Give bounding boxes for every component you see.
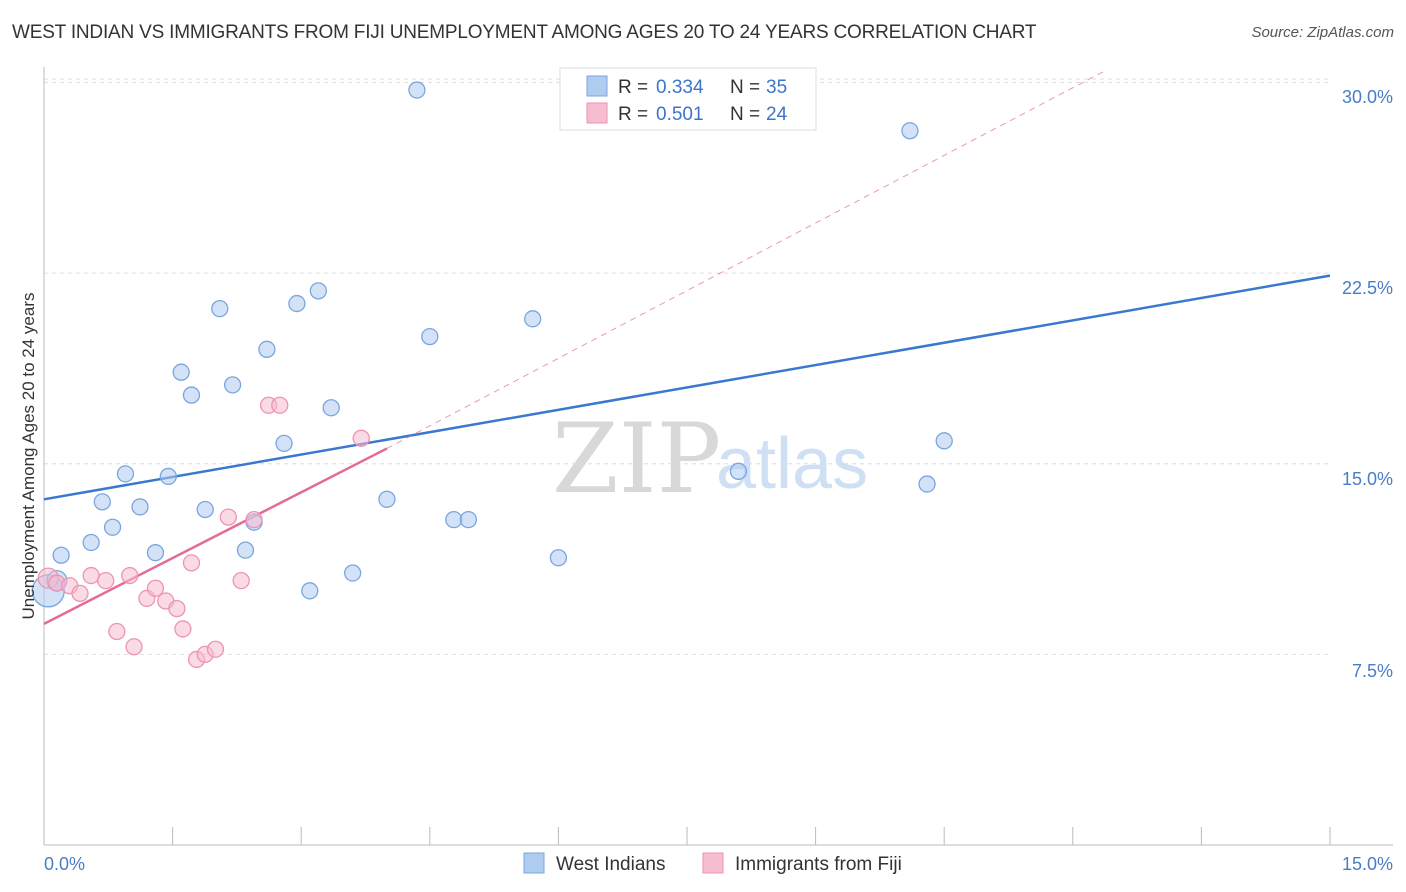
legend-n-label-west-indians: N = (730, 77, 760, 98)
point-west-indians-16 (258, 340, 276, 358)
point-fiji-13 (174, 620, 192, 638)
legend-swatch-west-indians (586, 75, 608, 97)
point-west-indians-32 (918, 475, 936, 493)
point-west-indians-31 (901, 122, 919, 140)
point-west-indians-13 (223, 376, 242, 394)
point-fiji-12 (168, 599, 186, 618)
point-west-indians-11 (196, 500, 214, 519)
point-fiji-3 (71, 584, 89, 602)
axis-layer (43, 67, 1393, 846)
y-tick-label-7-5: 7.5% (1352, 661, 1393, 681)
point-west-indians-22 (343, 564, 362, 582)
point-fiji-6 (108, 622, 126, 641)
point-fiji-14 (182, 554, 201, 572)
point-west-indians-7 (146, 544, 165, 562)
point-west-indians-12 (211, 300, 229, 318)
point-fiji-19 (232, 571, 250, 590)
point-west-indians-29 (549, 549, 568, 567)
chart-source: Source: ZipAtlas.com (1251, 24, 1394, 41)
point-west-indians-5 (116, 465, 135, 483)
point-fiji-22 (271, 396, 289, 414)
point-fiji-8 (125, 638, 143, 656)
trend-layer (43, 69, 1331, 625)
point-fiji-23 (352, 429, 370, 447)
point-west-indians-28 (524, 310, 542, 328)
point-west-indians-18 (288, 294, 306, 313)
y-tick-label-30-0: 30.0% (1342, 87, 1393, 107)
point-fiji-18 (219, 508, 237, 526)
point-west-indians-2 (82, 533, 100, 552)
legend-r-label-west-indians: R = (618, 77, 648, 98)
point-west-indians-10 (182, 386, 201, 404)
point-west-indians-20 (309, 282, 327, 300)
point-fiji-17 (206, 640, 225, 658)
point-west-indians-8 (159, 467, 177, 486)
point-west-indians-6 (131, 498, 149, 516)
point-fiji-7 (121, 566, 139, 585)
trend-line-fiji (43, 447, 388, 625)
point-west-indians-23 (378, 490, 396, 508)
points-layer (31, 81, 953, 669)
point-west-indians-24 (408, 81, 426, 99)
bottom-legend-label-west-indians: West Indians (556, 854, 665, 875)
legend-r-value-fiji: 0.501 (656, 104, 704, 125)
legend-swatch-fiji (586, 102, 608, 124)
legend-n-value-west-indians: 35 (766, 77, 787, 98)
point-west-indians-33 (935, 432, 953, 450)
grid-layer (44, 78, 1330, 655)
point-west-indians-14 (236, 541, 255, 559)
series-legend: West Indians Immigrants from Fiji (523, 852, 902, 875)
correlation-legend: R = 0.334 N = 35 R = 0.501 N = 24 (559, 67, 817, 131)
point-west-indians-26 (445, 510, 463, 529)
point-west-indians-19 (301, 582, 319, 600)
watermark-zip: ZIP (552, 403, 721, 515)
point-west-indians-27 (459, 510, 478, 529)
legend-r-value-west-indians: 0.334 (656, 77, 704, 98)
point-fiji-20 (245, 510, 263, 529)
trend-line-west-indians (43, 274, 1331, 501)
bottom-legend-swatch-west-indians (523, 852, 545, 874)
legend-n-label-fiji: N = (730, 104, 760, 125)
y-tick-label-22-5: 22.5% (1342, 278, 1393, 298)
point-west-indians-4 (103, 518, 122, 536)
point-west-indians-21 (322, 399, 340, 417)
chart-title: WEST INDIAN VS IMMIGRANTS FROM FIJI UNEM… (12, 22, 1037, 43)
x-tick-label-max: 15.0% (1342, 854, 1393, 874)
legend-r-label-fiji: R = (618, 104, 648, 125)
bottom-legend-label-fiji: Immigrants from Fiji (735, 854, 902, 875)
bottom-legend-swatch-fiji (702, 852, 724, 874)
point-west-indians-3 (93, 493, 111, 511)
point-west-indians-1 (52, 546, 70, 564)
point-west-indians-30 (729, 462, 748, 480)
y-axis-label: Unemployment Among Ages 20 to 24 years (19, 293, 38, 620)
x-tick-label-min: 0.0% (44, 854, 85, 874)
y-tick-label-15-0: 15.0% (1342, 469, 1393, 489)
point-fiji-5 (97, 571, 115, 590)
point-west-indians-25 (421, 327, 439, 346)
point-west-indians-9 (172, 363, 190, 381)
point-fiji-4 (82, 566, 100, 585)
legend-n-value-fiji: 24 (766, 104, 788, 125)
point-west-indians-17 (275, 434, 293, 453)
point-fiji-10 (146, 579, 165, 597)
trend-line-extension-fiji (386, 69, 1108, 449)
